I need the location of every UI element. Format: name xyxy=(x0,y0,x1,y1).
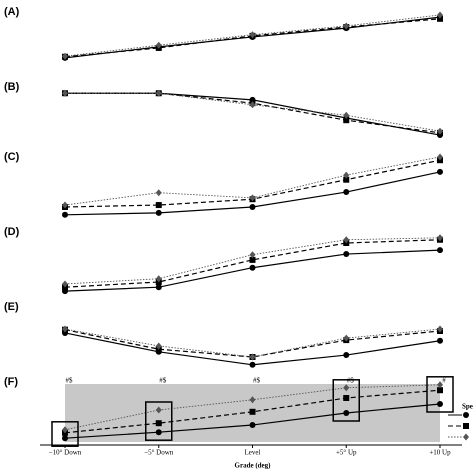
marker xyxy=(343,410,350,416)
marker xyxy=(155,41,162,49)
marker xyxy=(249,204,256,210)
panel-label: (A) xyxy=(4,6,20,18)
panel-label: (E) xyxy=(4,301,19,313)
marker xyxy=(437,11,443,19)
marker xyxy=(437,401,443,407)
marker xyxy=(62,89,68,97)
x-axis-label: Grade (deg) xyxy=(235,462,272,470)
marker xyxy=(249,251,256,259)
marker xyxy=(343,236,350,244)
marker xyxy=(437,15,443,22)
legend-title: Spe xyxy=(462,403,473,411)
marker xyxy=(437,247,443,254)
marker xyxy=(155,284,162,291)
marker xyxy=(249,396,256,404)
series-line xyxy=(64,156,441,206)
marker xyxy=(343,251,350,258)
marker xyxy=(155,189,162,197)
annotation: #$ xyxy=(253,377,261,385)
annotation: #$ xyxy=(159,377,167,385)
legend-marker xyxy=(463,412,469,418)
marker xyxy=(62,435,68,442)
marker xyxy=(155,420,162,427)
x-tick-label: +5° Up xyxy=(336,449,357,457)
marker xyxy=(155,202,162,209)
marker xyxy=(437,337,443,344)
marker xyxy=(343,334,350,342)
marker xyxy=(343,22,350,30)
marker xyxy=(343,111,350,119)
marker xyxy=(343,395,350,401)
marker xyxy=(62,201,68,209)
marker xyxy=(62,325,68,333)
marker xyxy=(437,381,443,389)
marker xyxy=(343,171,350,179)
highlight-box xyxy=(332,379,360,422)
marker xyxy=(249,256,256,263)
marker xyxy=(343,384,350,392)
marker xyxy=(249,353,256,361)
marker xyxy=(155,406,162,414)
marker xyxy=(155,209,162,216)
x-tick-label: −5° Down xyxy=(144,449,174,457)
series-line xyxy=(64,329,441,358)
marker xyxy=(343,117,350,124)
marker xyxy=(62,280,68,288)
annotation: #$ xyxy=(347,377,355,385)
series-line xyxy=(64,239,441,288)
marker xyxy=(437,168,443,175)
x-tick-label: Level xyxy=(245,449,261,457)
highlight-box xyxy=(145,401,173,441)
annotation: #$ xyxy=(66,377,74,385)
marker xyxy=(343,352,350,359)
marker xyxy=(249,31,256,39)
marker xyxy=(249,361,256,368)
marker xyxy=(437,387,443,394)
marker xyxy=(249,101,256,109)
marker xyxy=(155,89,162,97)
marker xyxy=(249,422,256,428)
marker xyxy=(437,234,443,242)
marker xyxy=(343,189,350,196)
annotation: # xyxy=(442,377,446,385)
panel-label: (D) xyxy=(4,226,20,238)
marker xyxy=(343,176,350,183)
marker xyxy=(62,211,68,218)
marker xyxy=(62,52,68,60)
panel-label: (B) xyxy=(4,81,20,93)
marker xyxy=(249,264,256,271)
marker xyxy=(155,429,162,436)
marker xyxy=(62,426,68,434)
marker xyxy=(437,127,443,135)
marker xyxy=(437,325,443,333)
panel-label: (C) xyxy=(4,151,20,163)
highlight-box xyxy=(426,376,454,413)
marker xyxy=(249,408,256,415)
x-tick-label: −10° Down xyxy=(49,449,82,457)
marker xyxy=(155,342,162,350)
x-tick-label: +10 Up xyxy=(429,449,451,457)
marker xyxy=(249,194,256,202)
legend-marker xyxy=(463,423,469,429)
series-line xyxy=(64,328,441,358)
marker xyxy=(437,153,443,161)
panel-label: (F) xyxy=(4,376,18,388)
marker xyxy=(155,275,162,283)
legend-marker xyxy=(463,433,469,441)
